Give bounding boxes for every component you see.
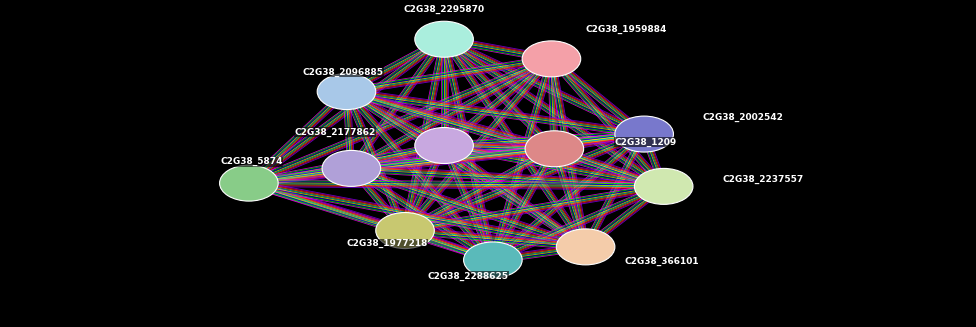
Text: C2G38_5874: C2G38_5874: [221, 157, 283, 166]
Ellipse shape: [220, 165, 278, 201]
Text: C2G38_2237557: C2G38_2237557: [722, 175, 803, 184]
Ellipse shape: [317, 74, 376, 110]
Text: C2G38_2177862: C2G38_2177862: [295, 128, 376, 137]
Text: C2G38_2096885: C2G38_2096885: [303, 67, 384, 77]
Text: C2G38_2288625: C2G38_2288625: [428, 272, 508, 281]
Ellipse shape: [415, 128, 473, 164]
Text: C2G38_1209: C2G38_1209: [615, 138, 677, 147]
Text: C2G38_1977218: C2G38_1977218: [346, 239, 427, 248]
Text: C2G38_2002542: C2G38_2002542: [703, 113, 784, 122]
Ellipse shape: [522, 41, 581, 77]
Ellipse shape: [525, 131, 584, 167]
Ellipse shape: [615, 116, 673, 152]
Text: C2G38_2295870: C2G38_2295870: [403, 5, 485, 14]
Ellipse shape: [634, 168, 693, 204]
Ellipse shape: [415, 21, 473, 57]
Text: C2G38_1959884: C2G38_1959884: [586, 25, 667, 34]
Text: C2G38_366101: C2G38_366101: [625, 257, 699, 266]
Ellipse shape: [556, 229, 615, 265]
Ellipse shape: [464, 242, 522, 278]
Ellipse shape: [322, 150, 381, 186]
Ellipse shape: [376, 213, 434, 249]
